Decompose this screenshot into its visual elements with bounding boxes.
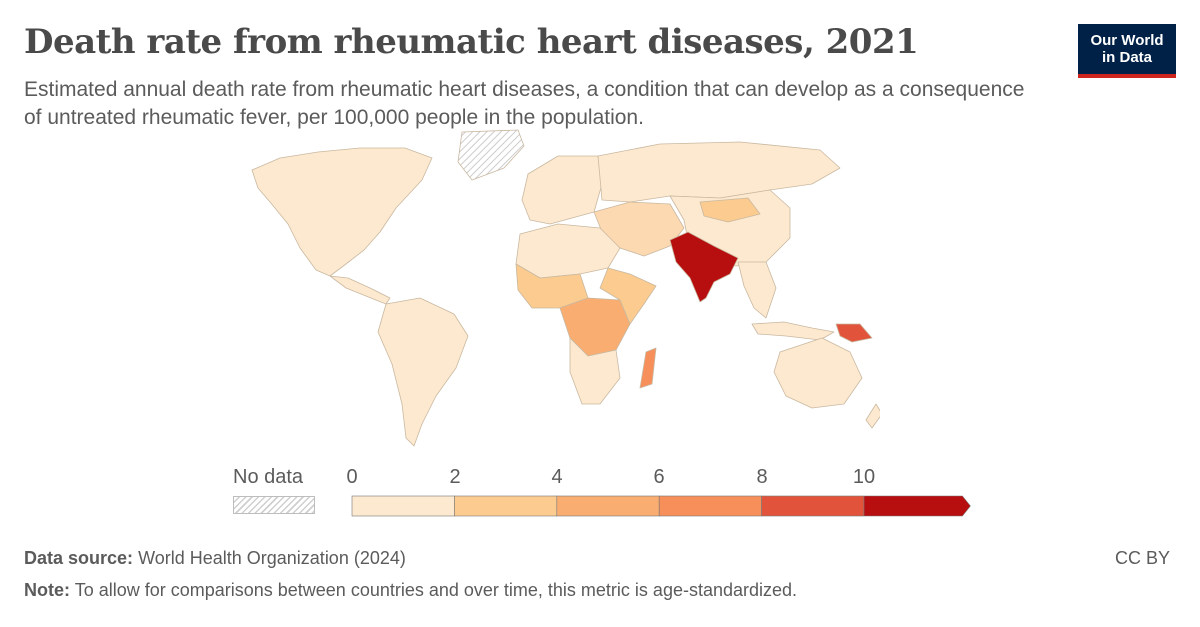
- legend-bin-5[interactable]: [863, 495, 971, 517]
- region-south-asia[interactable]: [669, 231, 739, 303]
- world-map[interactable]: [200, 128, 880, 458]
- chart-note: Note: To allow for comparisons between c…: [24, 580, 797, 601]
- legend-bin-4[interactable]: [761, 495, 865, 517]
- region-central-america[interactable]: [329, 275, 391, 305]
- legend-tick-10: 10: [852, 466, 876, 488]
- region-greenland[interactable]: [457, 129, 525, 181]
- region-mongolia[interactable]: [699, 197, 761, 223]
- legend-tick-8: 8: [756, 466, 768, 488]
- legend-bin-2[interactable]: [556, 495, 660, 517]
- chart-subtitle: Estimated annual death rate from rheumat…: [24, 78, 1025, 129]
- legend-tick-0: 0: [346, 466, 358, 488]
- legend-tick-4: 4: [551, 466, 563, 488]
- region-north-america[interactable]: [251, 147, 433, 277]
- region-south-america[interactable]: [377, 297, 469, 447]
- region-papua-new-guinea[interactable]: [835, 323, 873, 343]
- region-north-africa[interactable]: [515, 223, 621, 279]
- note-text: To allow for comparisons between countri…: [74, 580, 798, 600]
- logo-line-2: in Data: [1101, 49, 1152, 66]
- owid-logo[interactable]: Our World in Data: [1078, 24, 1176, 78]
- chart-title: Death rate from rheumatic heart diseases…: [24, 22, 919, 62]
- legend-bin-1[interactable]: [454, 495, 558, 517]
- legend-tick-2: 2: [449, 466, 461, 488]
- region-southern-africa[interactable]: [569, 337, 621, 405]
- region-new-zealand[interactable]: [865, 403, 880, 429]
- legend-no-data-swatch[interactable]: [233, 496, 315, 514]
- data-source: Data source: World Health Organization (…: [24, 548, 406, 569]
- source-label: Data source:: [24, 548, 134, 568]
- legend-bin-3[interactable]: [658, 495, 762, 517]
- region-europe[interactable]: [521, 155, 603, 225]
- legend-bin-0[interactable]: [351, 495, 455, 517]
- region-russia[interactable]: [597, 141, 841, 203]
- region-southeast-asia[interactable]: [737, 261, 777, 319]
- license-link[interactable]: CC BY: [1114, 548, 1170, 568]
- note-label: Note:: [24, 580, 70, 600]
- legend-no-data-label: No data: [233, 466, 304, 488]
- logo-line-1: Our World: [1090, 32, 1164, 49]
- legend-tick-6: 6: [653, 466, 665, 488]
- region-australia[interactable]: [773, 337, 863, 409]
- legend-color-scale[interactable]: [340, 486, 980, 526]
- source-text[interactable]: World Health Organization (2024): [138, 548, 406, 568]
- region-east-africa[interactable]: [599, 267, 657, 325]
- region-indonesia[interactable]: [751, 321, 835, 341]
- region-madagascar[interactable]: [639, 347, 657, 389]
